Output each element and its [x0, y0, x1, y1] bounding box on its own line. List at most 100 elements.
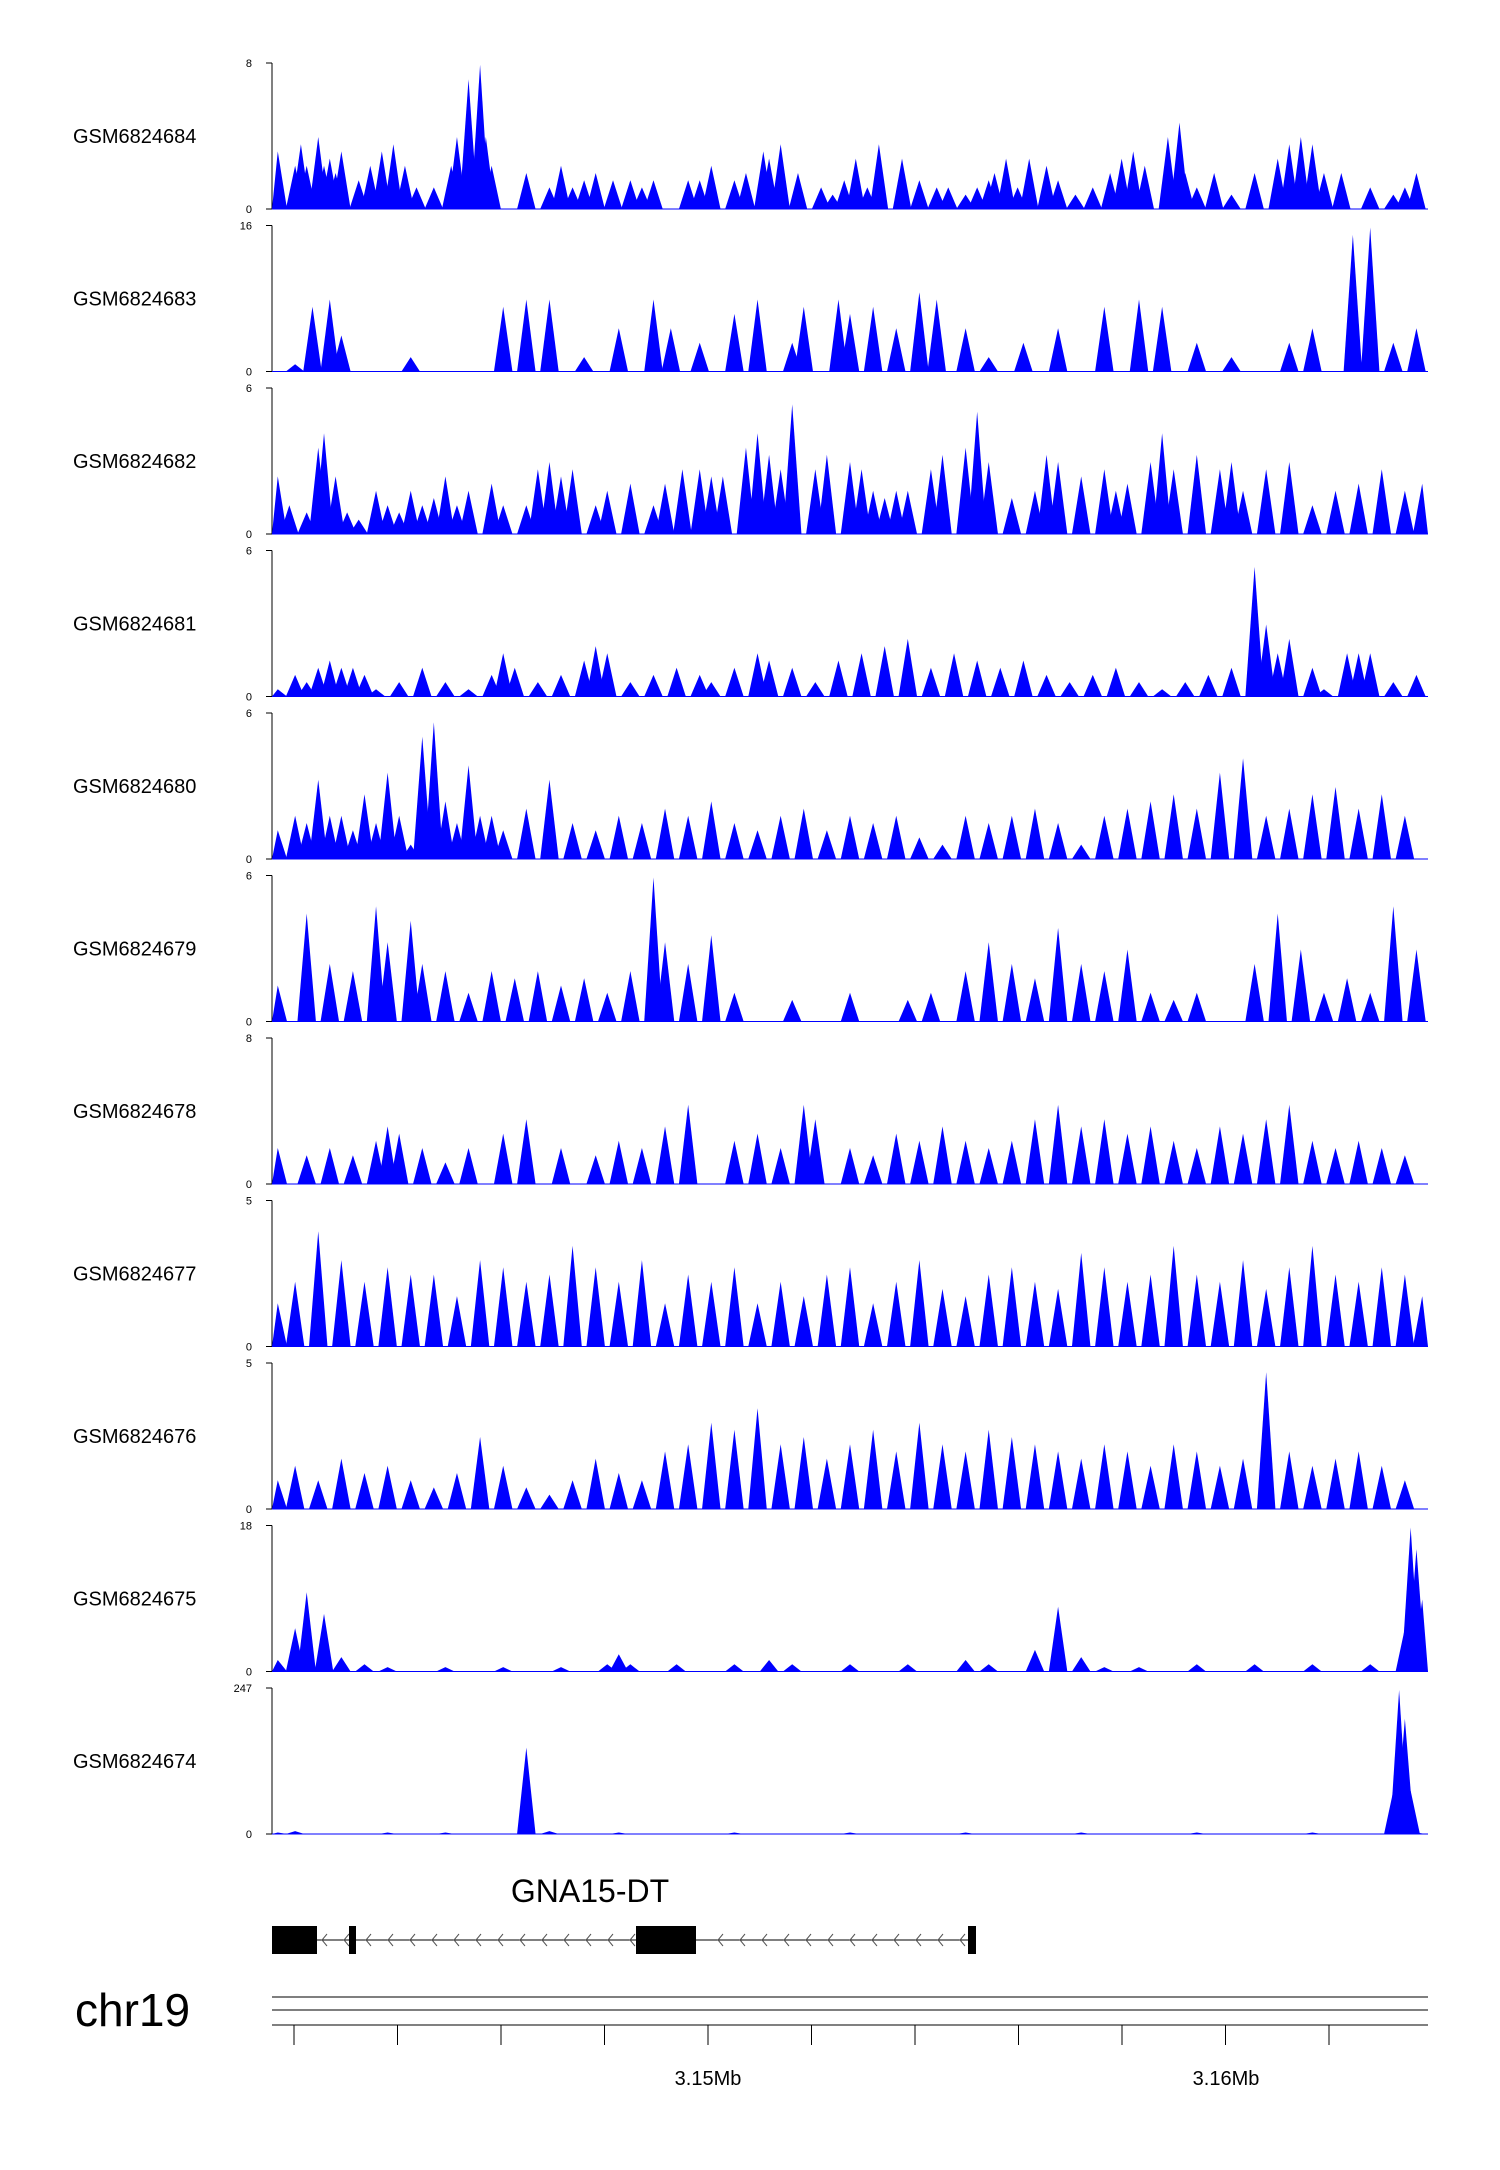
- signal-peak: [1384, 906, 1403, 1022]
- track-GSM6824683: GSM6824683 16 0: [73, 221, 1428, 379]
- signal-peak: [332, 1458, 351, 1509]
- signal-peak: [1014, 342, 1033, 372]
- signal-peak: [586, 646, 605, 697]
- signal-peak: [459, 1148, 478, 1184]
- signal-peak: [725, 1664, 744, 1672]
- strand-arrow: [387, 1933, 394, 1947]
- signal-peak: [794, 306, 814, 372]
- signal-peak: [1141, 1126, 1160, 1184]
- signal-peak: [1164, 794, 1183, 859]
- signal-peak: [956, 1140, 975, 1184]
- signal-peak: [551, 1148, 571, 1184]
- signal-peak: [725, 667, 744, 697]
- signal-peak: [436, 1832, 455, 1834]
- signal-peak: [678, 1444, 698, 1509]
- signal-tracks: GSM682468480GSM6824683160GSM682468260GSM…: [73, 58, 1428, 1841]
- signal-peak: [366, 689, 386, 697]
- signal-peak: [285, 674, 305, 697]
- signal-peak: [540, 1494, 559, 1509]
- signal-peak: [355, 1281, 374, 1347]
- signal-peak: [609, 1654, 629, 1672]
- signal-peak: [979, 357, 998, 372]
- signal-peak: [655, 942, 675, 1022]
- strand-arrow: [475, 1933, 482, 1947]
- signal-peak: [563, 823, 582, 859]
- signal-peak: [1395, 1155, 1415, 1184]
- signal-peak: [979, 1429, 998, 1509]
- signal-peak: [1303, 1664, 1322, 1672]
- signal-peak: [898, 1664, 918, 1672]
- signal-peak: [1303, 1140, 1322, 1184]
- signal-peak: [621, 1664, 640, 1672]
- signal-peak: [1187, 187, 1207, 209]
- signal-peak: [1083, 674, 1103, 697]
- signal-peak: [702, 1281, 721, 1347]
- signal-peak: [933, 1288, 952, 1347]
- strand-arrow: [365, 1933, 372, 1947]
- signal-peak: [655, 1126, 675, 1184]
- signal-peak: [1037, 674, 1056, 697]
- signal-peak: [678, 963, 698, 1022]
- signal-peak: [1222, 667, 1241, 697]
- signal-peak: [517, 1487, 536, 1509]
- y-tick-label-ymax: 8: [246, 1033, 252, 1045]
- signal-peak: [297, 1155, 316, 1184]
- signal-peak: [326, 476, 345, 534]
- signal-peak: [540, 779, 559, 859]
- signal-peak: [1256, 624, 1276, 697]
- signal-peak: [1233, 1133, 1253, 1184]
- signal-peak: [967, 660, 987, 697]
- signal-peak: [1268, 913, 1287, 1022]
- signal-peak: [794, 1296, 814, 1347]
- signal-peak: [597, 653, 617, 697]
- signal-peak: [459, 992, 478, 1022]
- signal-peak: [736, 173, 756, 209]
- signal-peak: [1349, 808, 1368, 859]
- signal-peak: [1245, 963, 1264, 1022]
- signal-peak: [1164, 469, 1183, 534]
- signal-peak: [725, 313, 744, 372]
- strand-arrow: [827, 1933, 834, 1947]
- exon-4: [968, 1926, 976, 1954]
- signal-peak: [690, 469, 709, 534]
- signal-peak: [493, 505, 513, 534]
- gene-annotation-track: GNA15-DT: [272, 1873, 976, 1954]
- track-GSM6824680: GSM6824680 6 0: [73, 708, 1428, 866]
- signal-peak: [1349, 1140, 1368, 1184]
- y-tick-label-ymin: 0: [246, 692, 252, 704]
- signal-peak: [1048, 1606, 1068, 1672]
- signal-peak: [725, 1429, 744, 1509]
- signal-peak: [863, 823, 883, 859]
- signal-peak: [979, 1148, 998, 1184]
- signal-peak: [1002, 498, 1022, 534]
- signal-peak: [910, 837, 929, 859]
- signal-peak: [1210, 1126, 1230, 1184]
- signal-peak: [979, 1274, 998, 1347]
- signal-peak: [366, 490, 386, 534]
- signal-peak: [1303, 505, 1322, 534]
- signal-peak: [1245, 566, 1264, 697]
- signal-peak: [621, 483, 640, 534]
- signal-peak: [1372, 1267, 1392, 1347]
- strand-arrow: [849, 1933, 856, 1947]
- signal-peak: [748, 433, 767, 534]
- y-tick-label-ymin: 0: [246, 1504, 252, 1516]
- signal-peak: [771, 144, 790, 209]
- signal-peak: [280, 505, 299, 534]
- signal-peak: [272, 985, 288, 1022]
- signal-peak: [1349, 1281, 1368, 1347]
- signal-peak: [886, 1133, 906, 1184]
- signal-peak: [863, 1429, 883, 1509]
- signal-peak: [1071, 1657, 1091, 1672]
- signal-peak: [493, 1667, 513, 1672]
- signal-peak: [424, 1487, 444, 1509]
- signal-peak: [609, 328, 629, 372]
- signal-peak: [540, 462, 559, 534]
- chromosome-ideogram: chr19: [75, 1984, 1428, 2036]
- signal-peak: [979, 1664, 998, 1672]
- track-label: GSM6824675: [73, 1589, 196, 1611]
- signal-peak: [863, 306, 883, 372]
- strand-arrow: [585, 1933, 592, 1947]
- signal-peak: [1141, 1274, 1160, 1347]
- signal-peak: [886, 1451, 906, 1509]
